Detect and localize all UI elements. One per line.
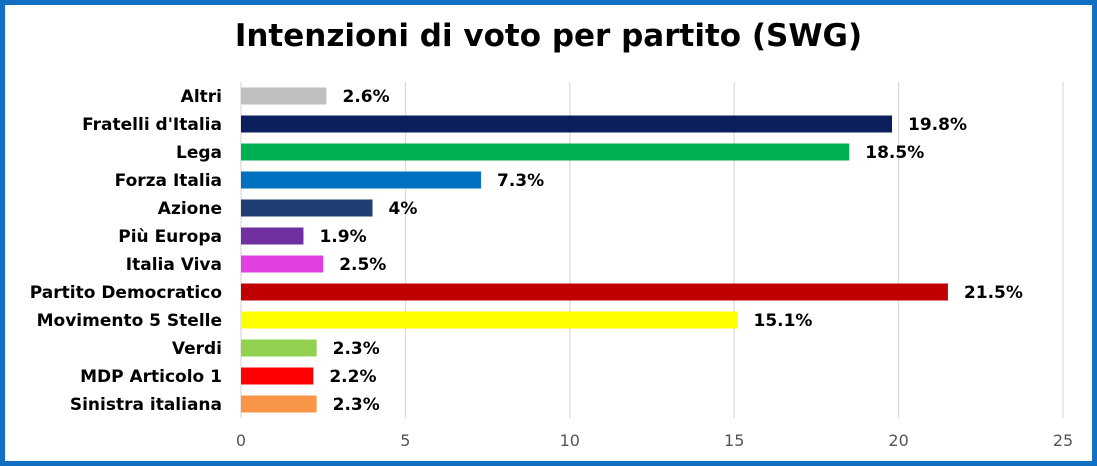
x-tick-label: 10 [560,431,580,450]
value-label: 15.1% [753,311,812,331]
value-label: 2.3% [333,339,380,359]
bar-3 [241,171,482,189]
gridlines [240,82,1064,418]
category-label: Lega [176,143,222,163]
x-tick-label: 15 [724,431,744,450]
bars [241,87,948,413]
value-label: 19.8% [908,115,967,135]
bar-6 [241,255,324,273]
bar-10 [241,367,314,385]
value-label: 7.3% [497,171,544,191]
x-tick-label: 25 [1053,431,1073,450]
value-label: 2.3% [333,395,380,415]
value-label: 2.5% [339,255,386,275]
category-label: MDP Articolo 1 [80,367,222,387]
bar-7 [241,283,948,301]
category-label: Azione [158,199,222,219]
value-label: 18.5% [865,143,924,163]
value-label: 1.9% [319,227,366,247]
x-tick-label: 0 [236,431,246,450]
value-label: 4% [389,199,418,219]
value-label: 21.5% [964,283,1023,303]
category-label: Verdi [172,339,222,359]
bar-2 [241,143,850,161]
value-label: 2.6% [342,87,389,107]
chart-title: Intenzioni di voto per partito (SWG) [234,18,863,54]
category-label: Forza Italia [115,171,222,191]
bar-9 [241,339,317,357]
bar-11 [241,395,317,413]
bar-8 [241,311,738,329]
value-labels: 2.6% 19.8% 18.5% 7.3% 4% 1.9% 2.5% 21.5% 15.1% 2.… [319,87,1022,415]
bar-1 [241,115,893,133]
category-label: Fratelli d'Italia [82,115,222,135]
category-label: Sinistra italiana [70,395,222,415]
category-label: Altri [181,87,222,107]
bar-4 [241,199,373,217]
x-tick-labels: 0 5 10 15 20 25 [236,431,1073,450]
bar-0 [241,87,327,105]
value-label: 2.2% [329,367,376,387]
x-tick-label: 5 [400,431,410,450]
category-label: Partito Democratico [30,283,222,303]
category-label: Movimento 5 Stelle [37,311,222,331]
bar-5 [241,227,304,245]
category-label: Italia Viva [126,255,222,275]
category-labels: Altri Fratelli d'Italia Lega Forza Italia Az… [30,87,222,415]
category-label: Più Europa [118,227,222,247]
x-tick-label: 20 [888,431,908,450]
